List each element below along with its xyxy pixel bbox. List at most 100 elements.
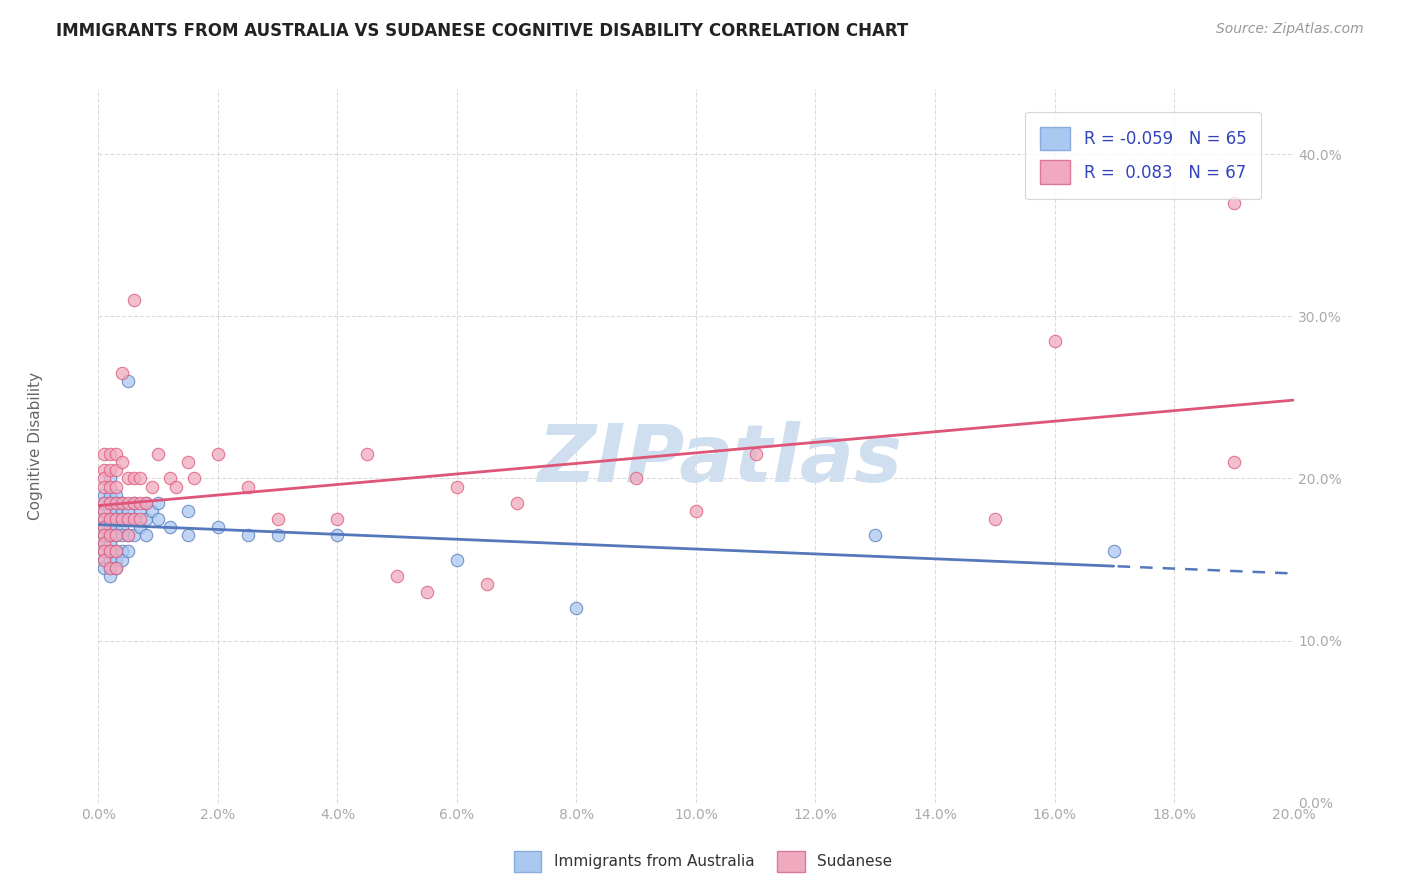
Point [1223, 455, 1246, 469]
Point [105, 512, 128, 526]
Point [124, 512, 146, 526]
Point [117, 471, 139, 485]
Point [385, 568, 409, 582]
Text: ZIPatlas: ZIPatlas [537, 421, 903, 500]
Point [93, 552, 115, 566]
Point [141, 504, 163, 518]
Point [98, 536, 122, 550]
Point [93, 544, 115, 558]
Point [129, 512, 152, 526]
Point [177, 528, 200, 542]
Point [177, 455, 200, 469]
Point [105, 544, 128, 558]
Point [984, 512, 1007, 526]
Point [93, 496, 115, 510]
Point [159, 520, 181, 534]
Point [98, 528, 122, 542]
Point [105, 504, 128, 518]
Point [446, 552, 468, 566]
Point [98, 496, 122, 510]
Point [98, 447, 122, 461]
Point [135, 528, 157, 542]
Point [236, 479, 259, 493]
Point [98, 528, 122, 542]
Point [183, 471, 205, 485]
Point [207, 520, 229, 534]
Point [111, 552, 134, 566]
Point [267, 512, 290, 526]
Point [165, 479, 187, 493]
Point [98, 512, 122, 526]
Point [685, 504, 707, 518]
Point [105, 496, 128, 510]
Point [159, 471, 181, 485]
Point [93, 471, 115, 485]
Point [565, 601, 588, 615]
Point [865, 528, 887, 542]
Point [117, 504, 139, 518]
Point [117, 374, 139, 388]
Point [93, 512, 115, 526]
Point [129, 496, 152, 510]
Point [124, 293, 146, 307]
Point [111, 512, 134, 526]
Point [98, 560, 122, 574]
Point [93, 552, 115, 566]
Point [1223, 195, 1246, 210]
Point [105, 552, 128, 566]
Point [1043, 334, 1066, 348]
Point [148, 447, 170, 461]
Point [98, 568, 122, 582]
Point [98, 544, 122, 558]
Point [129, 520, 152, 534]
Point [93, 496, 115, 510]
Point [93, 536, 115, 550]
Point [111, 496, 134, 510]
Point [475, 577, 498, 591]
Point [93, 528, 115, 542]
Point [93, 544, 115, 558]
Point [93, 447, 115, 461]
Point [98, 512, 122, 526]
Point [148, 496, 170, 510]
Point [117, 496, 139, 510]
Point [124, 496, 146, 510]
Point [117, 512, 139, 526]
Text: Source: ZipAtlas.com: Source: ZipAtlas.com [1216, 22, 1364, 37]
Point [135, 496, 157, 510]
Point [98, 479, 122, 493]
Point [105, 488, 128, 502]
Point [105, 520, 128, 534]
Point [124, 496, 146, 510]
Point [93, 536, 115, 550]
Point [129, 504, 152, 518]
Point [105, 544, 128, 558]
Point [267, 528, 290, 542]
Point [124, 512, 146, 526]
Point [117, 528, 139, 542]
Point [98, 520, 122, 534]
Point [105, 560, 128, 574]
Point [105, 528, 128, 542]
Point [141, 479, 163, 493]
Point [326, 512, 349, 526]
Point [135, 512, 157, 526]
Point [416, 585, 439, 599]
Point [93, 488, 115, 502]
Point [626, 471, 648, 485]
Point [93, 479, 115, 493]
Point [111, 504, 134, 518]
Point [506, 496, 529, 510]
Legend: R = -0.059   N = 65, R =  0.083   N = 67: R = -0.059 N = 65, R = 0.083 N = 67 [1025, 112, 1261, 199]
Point [356, 447, 378, 461]
Point [98, 463, 122, 477]
Point [93, 560, 115, 574]
Point [98, 488, 122, 502]
Point [93, 520, 115, 534]
Point [117, 528, 139, 542]
Point [93, 504, 115, 518]
Point [98, 544, 122, 558]
Point [98, 496, 122, 510]
Point [1104, 544, 1126, 558]
Point [111, 455, 134, 469]
